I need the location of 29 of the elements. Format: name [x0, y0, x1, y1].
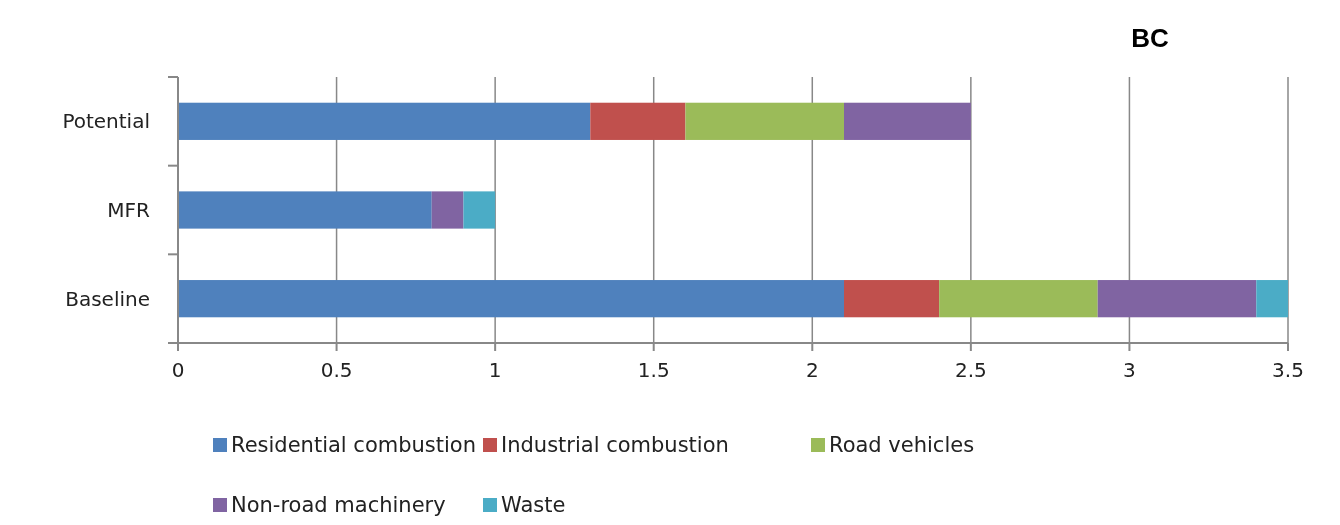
x-tick-label: 0	[171, 358, 185, 382]
bar	[844, 280, 940, 318]
legend-label: Non-road machinery	[231, 493, 446, 517]
bar	[178, 280, 844, 318]
legend-label: Industrial combustion	[501, 433, 729, 457]
x-tick-label: 2.5	[954, 358, 987, 382]
y-tick-label: Baseline	[65, 286, 150, 311]
chart-title: BC	[1131, 23, 1169, 53]
legend-label: Residential combustion	[231, 433, 477, 457]
x-tick-label: 0.5	[320, 358, 353, 382]
x-tick-label: 3	[1123, 358, 1136, 382]
bar	[463, 191, 496, 229]
x-tick-label: 1.5	[637, 358, 670, 382]
legend-label: Road vehicles	[829, 433, 975, 457]
x-tick-label: 2	[805, 358, 819, 382]
bar	[590, 102, 686, 140]
bar	[685, 102, 844, 140]
y-tick-label: Potential	[62, 109, 150, 134]
bar	[844, 102, 971, 140]
bar	[1256, 280, 1288, 318]
bar	[1097, 280, 1257, 318]
bar	[178, 191, 432, 229]
bar	[939, 280, 1098, 318]
x-tick-label: 1	[488, 358, 502, 382]
bar	[178, 102, 591, 140]
legend-label: Waste	[501, 493, 566, 517]
y-tick-label: MFR	[107, 198, 151, 222]
bar	[431, 191, 464, 229]
x-tick-label: 3.5	[1272, 358, 1304, 382]
